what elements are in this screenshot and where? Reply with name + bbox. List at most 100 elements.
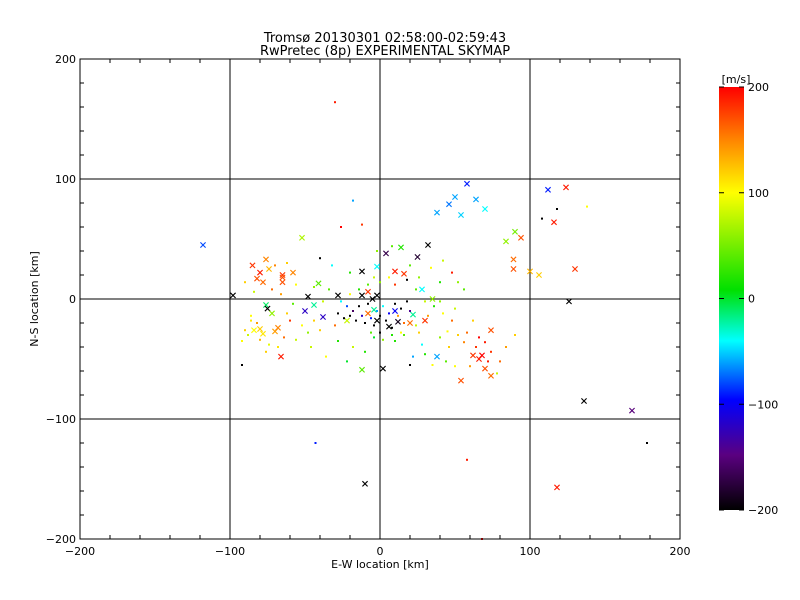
- data-point-dot: [358, 288, 360, 291]
- data-point-dot: [646, 442, 648, 444]
- axis-ticks: −200 −100 0 100 200 −200 −100 0 100 200: [46, 53, 691, 558]
- y-tick-label: 200: [55, 53, 76, 66]
- data-point-dot: [331, 264, 333, 267]
- data-point-dot: [514, 334, 516, 336]
- data-point-dot: [241, 364, 243, 366]
- data-point-dot: [424, 300, 426, 303]
- data-point-dot: [499, 360, 501, 363]
- data-point-dot: [382, 305, 384, 308]
- data-point-x: [311, 302, 317, 308]
- data-point-x: [482, 206, 488, 212]
- data-point-x: [266, 266, 272, 272]
- data-point-dot: [451, 319, 453, 322]
- data-point-dot: [391, 326, 393, 329]
- data-point-x: [374, 263, 380, 270]
- data-point-x: [392, 268, 398, 275]
- data-point-x: [536, 272, 542, 278]
- grid-lines: [80, 59, 680, 539]
- data-point-dot: [343, 317, 345, 320]
- data-point-dot: [505, 346, 507, 348]
- data-point-x: [518, 234, 524, 241]
- colorbar-tick-label: 200: [748, 81, 769, 94]
- data-point-dot: [364, 350, 366, 353]
- data-point-dot: [406, 278, 408, 281]
- data-point-dot: [406, 300, 408, 303]
- data-point-x: [410, 311, 416, 318]
- data-point-dot: [370, 317, 372, 320]
- data-point-x: [401, 270, 407, 277]
- data-point-dot: [496, 372, 498, 375]
- data-point-dot: [349, 293, 351, 296]
- data-point-x: [392, 308, 398, 314]
- data-point-x: [371, 306, 377, 313]
- data-point-dot: [280, 293, 282, 296]
- data-point-dot: [439, 300, 441, 303]
- data-point-dot: [286, 312, 288, 315]
- data-point-x: [458, 377, 464, 384]
- data-point-x: [251, 327, 257, 334]
- data-point-dot: [373, 336, 375, 339]
- data-point-x: [470, 352, 476, 359]
- data-point-x: [269, 310, 275, 317]
- data-point-x: [482, 365, 488, 372]
- data-point-x: [278, 353, 284, 360]
- data-point-x: [510, 256, 517, 263]
- data-point-x: [414, 254, 421, 260]
- colorbar-tick-label: −200: [748, 504, 778, 517]
- data-point-dot: [346, 305, 348, 308]
- data-point-dot: [394, 302, 396, 305]
- data-point-x: [335, 292, 341, 299]
- x-tick-label: 100: [520, 545, 541, 558]
- y-tick-label: 100: [55, 173, 76, 186]
- data-point-x: [374, 292, 380, 299]
- data-point-dot: [448, 346, 450, 348]
- data-point-dot: [451, 271, 453, 274]
- data-point-x: [257, 326, 263, 332]
- data-point-dot: [274, 264, 276, 267]
- data-point-dot: [439, 336, 441, 339]
- data-point-dot: [283, 336, 285, 339]
- data-point-dot: [376, 250, 378, 252]
- data-point-x: [344, 317, 350, 324]
- data-point-x: [464, 180, 470, 187]
- data-point-dot: [442, 312, 444, 315]
- chart-subtitle: RwPretec (8p) EXPERIMENTAL SKYMAP: [260, 44, 510, 59]
- data-point-dot: [286, 262, 288, 264]
- colorbar-tick-label: 0: [748, 293, 755, 306]
- data-point-dot: [446, 330, 449, 333]
- data-point-x: [386, 323, 392, 330]
- data-point-dot: [475, 346, 477, 348]
- data-point-dot: [397, 314, 399, 317]
- data-point-x: [230, 292, 236, 299]
- y-tick-label: −100: [46, 413, 76, 426]
- data-point-dot: [314, 442, 317, 444]
- data-point-dot: [415, 288, 417, 291]
- data-point-x: [629, 407, 635, 414]
- data-point-dot: [244, 329, 246, 332]
- data-point-dot: [289, 319, 291, 322]
- data-point-x: [380, 365, 386, 372]
- data-point-dot: [379, 331, 381, 334]
- data-point-dot: [541, 217, 543, 220]
- colorbar-tick-label: 100: [748, 187, 769, 200]
- data-point-dot: [421, 343, 423, 346]
- data-point-dot: [352, 346, 354, 348]
- data-point-dot: [352, 310, 354, 312]
- y-tick-label: −200: [46, 533, 76, 546]
- data-point-dot: [364, 322, 366, 324]
- data-point-x: [398, 244, 404, 251]
- data-point-x: [510, 266, 517, 272]
- data-point-dot: [412, 355, 414, 358]
- y-axis-label: N-S location [km]: [28, 251, 41, 347]
- data-point-x: [275, 324, 281, 331]
- data-point-dot: [586, 205, 588, 208]
- data-point-dot: [307, 331, 309, 334]
- data-point-dot: [424, 353, 426, 356]
- data-point-dot: [400, 307, 402, 310]
- data-point-x: [545, 186, 551, 193]
- data-points: [200, 101, 648, 540]
- data-point-dot: [259, 338, 261, 341]
- data-point-dot: [319, 329, 321, 332]
- data-point-dot: [454, 307, 456, 310]
- data-point-dot: [400, 331, 402, 334]
